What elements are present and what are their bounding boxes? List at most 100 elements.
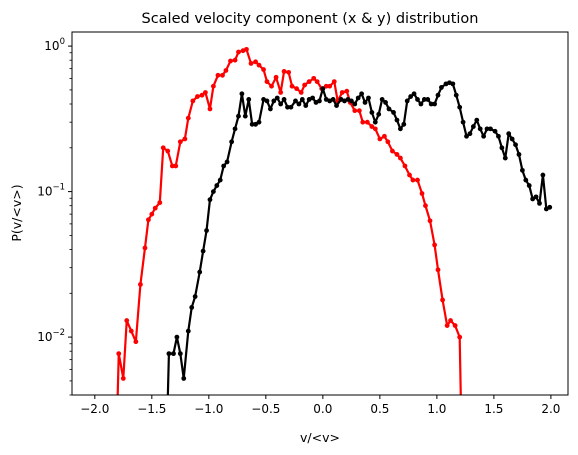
series-1-point	[537, 200, 542, 206]
series-0-point	[124, 318, 130, 323]
series-1-point	[411, 91, 417, 97]
series-0-point	[390, 148, 395, 154]
series-1-point	[470, 124, 476, 129]
series-0-point	[264, 79, 270, 85]
series-0-point	[331, 79, 337, 85]
series-0-point	[419, 191, 425, 196]
x-tick-label: −1.5	[137, 402, 166, 416]
series-1-point	[189, 305, 195, 310]
series-0-point	[120, 376, 126, 381]
series-1-point	[296, 101, 302, 107]
series-0-point	[128, 328, 134, 334]
series-1-point	[242, 113, 248, 119]
series-0-point	[452, 323, 458, 328]
series-0-point	[157, 200, 163, 206]
series-0-point	[302, 82, 308, 88]
series-0-point	[327, 83, 333, 89]
series-1-point	[362, 100, 368, 105]
series-0-point	[116, 351, 122, 357]
series-0-point	[228, 58, 233, 64]
series-1-point	[369, 110, 375, 115]
series-0-point	[435, 267, 441, 273]
series-0-point	[385, 139, 391, 145]
series-1-point	[264, 98, 270, 104]
series-0-point	[298, 90, 304, 95]
series-1-point	[288, 104, 294, 110]
series-0-point	[369, 124, 375, 129]
x-tick-label: 1.0	[427, 402, 446, 416]
series-1-point	[421, 97, 427, 102]
series-1-point	[204, 228, 209, 233]
series-1-point	[285, 104, 290, 110]
series-1-point	[246, 97, 252, 102]
series-0-point	[457, 334, 463, 340]
series-0-point	[432, 242, 437, 248]
series-0-point	[410, 177, 416, 183]
series-0-point	[185, 115, 191, 121]
series-1-point	[492, 128, 498, 134]
x-tick-label: −0.5	[251, 402, 280, 416]
series-0-point	[146, 217, 151, 223]
series-0-point	[360, 119, 366, 125]
series-0-point	[440, 297, 445, 303]
series-1-point	[293, 98, 298, 104]
series-1-point	[249, 121, 255, 127]
series-0-point	[232, 57, 238, 63]
series-0-point	[215, 72, 221, 78]
series-0-point	[256, 62, 262, 68]
series-1-point	[174, 334, 180, 340]
series-1-point	[481, 133, 487, 139]
series-1-point	[464, 133, 469, 139]
series-1-point	[418, 101, 424, 107]
series-1-point	[467, 131, 473, 137]
series-1-point	[404, 98, 410, 104]
y-tick-label: 100	[44, 37, 65, 53]
series-0-point	[207, 106, 213, 112]
series-0-point	[160, 145, 166, 151]
series-1-point	[256, 119, 262, 125]
series-1-point	[229, 139, 235, 145]
series-0-point	[177, 139, 183, 145]
series-1-point	[214, 183, 220, 188]
series-1-point	[432, 101, 437, 107]
series-1-point	[166, 351, 172, 357]
series-1-point	[547, 204, 553, 210]
series-1-point	[484, 126, 490, 132]
series-1	[166, 80, 553, 395]
series-0-point	[149, 211, 155, 217]
x-tick-label: 1.5	[484, 402, 503, 416]
chart-title: Scaled velocity component (x & y) distri…	[142, 11, 479, 27]
series-0-point	[372, 126, 378, 132]
x-axis-label: v/<v>	[300, 430, 340, 445]
series-1-point	[200, 248, 206, 254]
series-1-point	[366, 95, 371, 101]
series-1-point	[224, 159, 230, 165]
series-0-point	[152, 205, 158, 211]
series-1-point	[439, 85, 444, 90]
series-1-point	[253, 121, 258, 127]
series-0-point	[344, 88, 350, 94]
series-0-point	[382, 133, 387, 139]
series-1-point	[274, 95, 280, 101]
series-0-point	[377, 136, 383, 142]
series-0-point	[423, 203, 428, 209]
series-0-point	[444, 323, 450, 328]
series-1-point	[355, 95, 361, 101]
series-1-point	[268, 106, 273, 112]
y-tick-label: 10−2	[37, 328, 65, 344]
series-0-point	[261, 67, 266, 72]
series-1-point	[401, 121, 407, 127]
series-0-point	[339, 90, 345, 95]
series-0-point	[138, 282, 143, 287]
series-1-point	[376, 111, 382, 117]
series-1-point	[207, 197, 213, 203]
series-0-point	[236, 49, 241, 55]
series-0-point	[220, 72, 225, 78]
series-0-point	[306, 79, 312, 85]
series-0-point	[281, 69, 287, 74]
series-0-point	[356, 108, 362, 114]
series-1-point	[540, 172, 546, 178]
series-0	[116, 46, 463, 395]
